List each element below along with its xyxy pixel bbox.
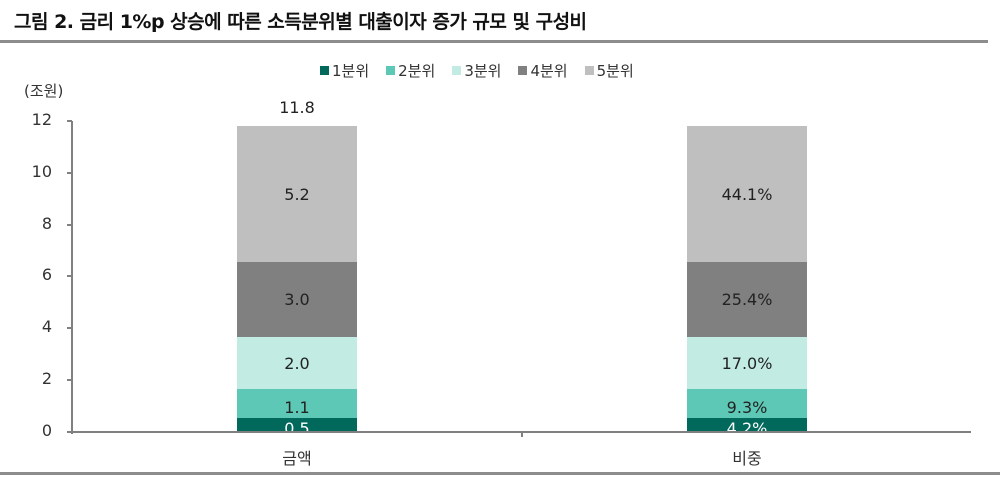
legend-label-q5: 5분위 [596,62,634,80]
legend-swatch-q1 [320,66,329,75]
bar-segment-share-q2: 9.3% [687,389,807,418]
y-tick-mark [67,275,72,277]
y-tick-label-8: 8 [41,214,52,233]
legend-label-q1: 1분위 [332,62,370,80]
y-tick-label-0: 0 [41,421,52,440]
legend-swatch-q5 [584,66,594,75]
bar-segment-share-q1: 4.2% [687,418,807,432]
bar-segment-amount-q4: 3.0 [237,262,357,337]
segment-label: 1.1 [284,398,310,417]
y-axis-line [71,121,73,434]
y-tick-mark [67,224,72,226]
y-tick-mark [67,327,72,329]
y-axis-unit: (조원) [24,82,64,100]
x-category-label-amount: 금액 [282,449,312,468]
segment-label: 9.3% [726,398,768,417]
legend-item-q3: 3분위 [452,60,501,81]
y-tick-label-12: 12 [31,110,52,129]
segment-label: 3.0 [284,290,310,309]
legend-label-q3: 3분위 [464,62,502,80]
legend-label-q4: 4분위 [530,62,568,80]
bar-segment-share-q3: 17.0% [687,337,807,389]
legend: 1분위 2분위 3분위 4분위 5분위 [320,60,634,81]
segment-label: 4.2% [726,418,768,433]
y-tick-mark [67,172,72,174]
legend-item-q2: 2분위 [386,60,435,81]
y-tick-mark [67,379,72,381]
bar-segment-amount-q3: 2.0 [237,337,357,389]
legend-item-q1: 1분위 [320,60,369,81]
y-tick-mark [67,431,72,433]
x-category-label-share: 비중 [732,449,762,468]
segment-label: 17.0% [721,353,773,373]
segment-label: 25.4% [721,290,773,309]
segment-label: 2.0 [284,353,310,373]
legend-swatch-q4 [518,66,528,75]
legend-label-q2: 2분위 [398,62,436,80]
y-tick-mark [67,120,72,122]
bar-segment-amount-q1: 0.5 [237,418,357,432]
bar-segment-amount-q2: 1.1 [237,389,357,418]
segment-label: 44.1% [721,184,773,204]
bar-segment-amount-q5: 5.2 [237,126,357,262]
legend-swatch-q3 [452,66,462,75]
y-tick-label-2: 2 [41,369,52,388]
legend-swatch-q2 [386,66,396,75]
y-tick-label-4: 4 [41,317,52,336]
legend-item-q4: 4분위 [518,60,568,81]
bar-segment-share-q5: 44.1% [687,126,807,262]
segment-label: 5.2 [284,184,310,204]
bar-segment-share-q4: 25.4% [687,262,807,337]
y-tick-label-10: 10 [31,162,52,181]
segment-label: 0.5 [284,418,310,433]
bar-total-label: 11.8 [279,98,315,117]
x-tick-mark [521,432,523,437]
chart-title: 그림 2. 금리 1%p 상승에 따른 소득분위별 대출이자 증가 규모 및 구… [14,11,587,33]
top-rule [0,40,988,43]
bottom-rule [0,472,1000,475]
y-tick-label-6: 6 [41,265,52,284]
legend-item-q5: 5분위 [584,60,634,81]
